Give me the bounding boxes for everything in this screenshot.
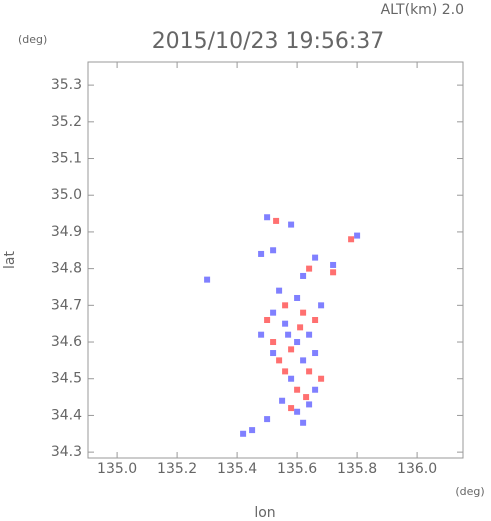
x-tick-label: 135.2 xyxy=(157,461,197,477)
echo-cell xyxy=(312,350,319,357)
y-tick-label: 35.3 xyxy=(51,77,82,93)
echo-cell xyxy=(306,265,313,272)
echo-cell xyxy=(282,368,289,375)
y-tick-label: 35.1 xyxy=(51,151,82,167)
y-tick-label: 34.5 xyxy=(51,371,82,387)
echo-cell xyxy=(270,247,277,254)
altitude-label: ALT(km) 2.0 xyxy=(381,2,464,18)
echo-cell xyxy=(348,236,355,243)
echo-cell xyxy=(276,287,283,294)
echo-cell xyxy=(294,386,301,393)
echo-cell xyxy=(288,221,295,228)
echo-cell xyxy=(306,401,313,408)
echo-cell xyxy=(270,309,277,316)
echo-cell xyxy=(264,214,271,221)
x-axis-label: lon xyxy=(254,505,275,521)
echo-cell xyxy=(300,272,307,279)
y-tick-label: 34.4 xyxy=(51,407,82,423)
echo-cell xyxy=(294,339,301,346)
echo-cell xyxy=(276,357,283,364)
echo-cell xyxy=(306,331,313,338)
y-tick-label: 34.7 xyxy=(51,297,82,313)
echo-cell xyxy=(330,269,337,276)
echo-cell xyxy=(300,419,307,426)
echo-cell xyxy=(282,302,289,309)
y-tick-label: 35.0 xyxy=(51,187,82,203)
y-tick-label: 34.3 xyxy=(51,444,82,460)
echo-cell xyxy=(330,261,337,268)
echo-cell xyxy=(249,427,256,434)
echo-cell xyxy=(288,405,295,412)
echo-cell xyxy=(258,250,265,257)
y-tick-label: 35.2 xyxy=(51,114,82,130)
echo-cell xyxy=(282,320,289,327)
echo-cell xyxy=(300,357,307,364)
echo-cell xyxy=(270,339,277,346)
echo-cell xyxy=(240,430,247,437)
echo-cell xyxy=(303,394,310,401)
echo-cell xyxy=(273,217,280,224)
echo-cell xyxy=(264,416,271,423)
y-tick-label: 34.8 xyxy=(51,261,82,277)
echo-cell xyxy=(318,375,325,382)
y-axis-label: lat xyxy=(2,251,18,269)
echo-cell xyxy=(204,276,211,283)
x-tick-label: 135.6 xyxy=(277,461,317,477)
y-unit: (deg) xyxy=(18,33,47,46)
x-tick-label: 135.8 xyxy=(337,461,377,477)
y-tick-label: 34.6 xyxy=(51,334,82,350)
echo-cell xyxy=(294,408,301,415)
echo-cell xyxy=(258,331,265,338)
y-tick-label: 34.9 xyxy=(51,224,82,240)
echo-cell xyxy=(288,375,295,382)
echo-cell xyxy=(294,294,301,301)
echo-cell xyxy=(312,317,319,324)
echo-cell xyxy=(279,397,286,404)
x-unit: (deg) xyxy=(455,485,484,498)
x-tick-label: 135.4 xyxy=(217,461,257,477)
x-tick-label: 136.0 xyxy=(397,461,437,477)
echo-cell xyxy=(264,317,271,324)
plot-frame xyxy=(87,61,464,459)
echo-cell xyxy=(288,346,295,353)
x-tick-label: 135.0 xyxy=(97,461,137,477)
echo-cell xyxy=(285,331,292,338)
echo-cell xyxy=(270,350,277,357)
echo-cell xyxy=(312,254,319,261)
echo-cell xyxy=(312,386,319,393)
chart-title: 2015/10/23 19:56:37 xyxy=(152,29,385,54)
echo-cell xyxy=(306,368,313,375)
echo-cell xyxy=(354,232,361,239)
echo-cell xyxy=(297,324,304,331)
echo-cell xyxy=(318,302,325,309)
echo-cell xyxy=(300,309,307,316)
